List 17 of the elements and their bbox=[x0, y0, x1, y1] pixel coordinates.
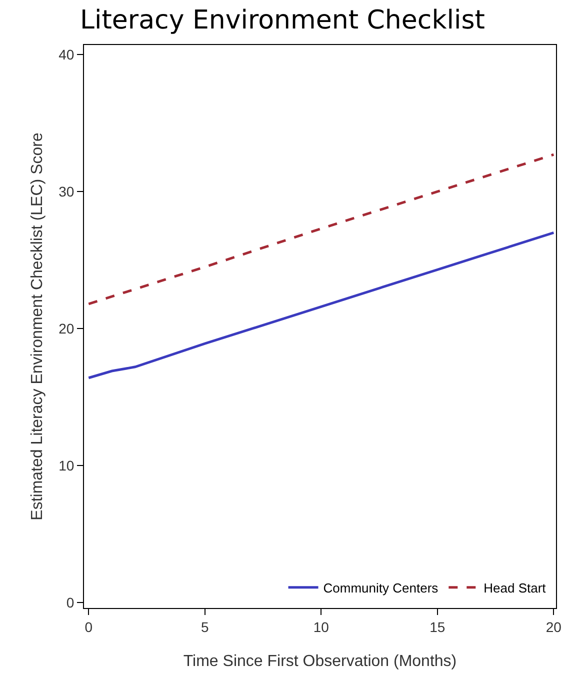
line-series bbox=[87, 153, 555, 306]
chart-title: Literacy Environment Checklist bbox=[80, 6, 485, 36]
x-tick-label: 15 bbox=[430, 618, 446, 635]
y-axis-title: Estimated Literacy Environment Checklist (LEC) Score bbox=[29, 132, 46, 520]
x-tick-label: 0 bbox=[84, 618, 93, 635]
y-tick-label: 20 bbox=[58, 320, 74, 336]
x-axis-title: Time Since First Observation (Months) bbox=[183, 653, 457, 670]
y-tick-label: 0 bbox=[66, 594, 74, 610]
line-series bbox=[87, 231, 555, 380]
legend-label: Head Start bbox=[484, 580, 546, 596]
y-tick-label: 10 bbox=[58, 457, 74, 474]
x-tick-label: 20 bbox=[546, 618, 562, 635]
x-tick-label: 10 bbox=[313, 618, 330, 635]
legend-label: Community Centers bbox=[323, 580, 439, 596]
y-tick-label: 30 bbox=[58, 183, 74, 200]
x-tick-label: 5 bbox=[201, 618, 210, 635]
y-tick-label: 40 bbox=[58, 46, 74, 62]
